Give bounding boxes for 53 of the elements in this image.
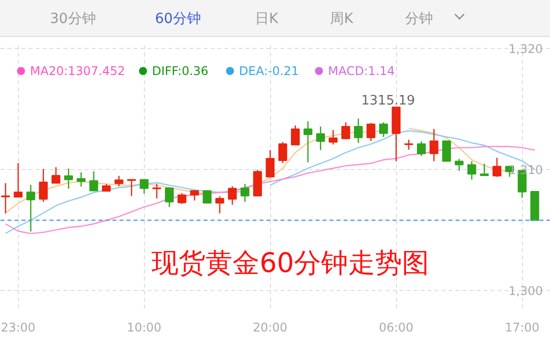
- text: 分钟: [405, 10, 433, 29]
- text: 现货黄金60分钟走势图: [152, 248, 430, 279]
- candlestick: [379, 122, 388, 138]
- candlestick: [328, 129, 338, 146]
- candlestick: [430, 128, 438, 162]
- annotation: DEA:-0.21: [239, 63, 299, 80]
- candlestick: [52, 166, 60, 184]
- candlestick: [467, 160, 476, 180]
- candlestick: [202, 190, 212, 204]
- candlestick: [354, 118, 363, 144]
- candlestick: [89, 170, 98, 192]
- candlestick: [228, 186, 237, 206]
- candlestick: [304, 120, 312, 163]
- candlestick: [240, 183, 250, 202]
- candlestick: [454, 158, 464, 172]
- y-tick-label: 1,320: [508, 42, 543, 56]
- text: 60分钟: [155, 10, 201, 29]
- annotation: DIFF:0.36: [152, 63, 208, 80]
- candlestick: [341, 122, 350, 140]
- candlestick: [480, 163, 489, 176]
- candlestick: [26, 184, 36, 232]
- candlestick: [38, 168, 48, 202]
- x-tick-label: 17:00: [504, 320, 540, 334]
- candlestick: [164, 186, 174, 208]
- x-tick-label: 20:00: [252, 320, 288, 334]
- candlestick: [492, 157, 502, 178]
- candlestick: [442, 140, 451, 162]
- candlestick: [416, 140, 426, 157]
- candlestick: [140, 178, 149, 194]
- candlestick: [1, 182, 10, 214]
- candlestick: [366, 122, 376, 142]
- candlestick: [76, 172, 86, 188]
- candlestick: [114, 175, 124, 187]
- candlestick: [290, 124, 300, 146]
- text: 日K: [255, 10, 278, 29]
- text: 周K: [330, 10, 354, 29]
- candlestick: [190, 190, 199, 202]
- text: 30分钟: [50, 10, 96, 29]
- candlestick: [64, 168, 73, 190]
- annotation: 1315.19: [361, 94, 416, 109]
- candlestick: [278, 142, 288, 164]
- x-tick-label: 10:00: [126, 320, 162, 334]
- candlestick: [316, 126, 325, 151]
- candlestick: [14, 162, 23, 198]
- annotation: MACD:1.14: [328, 63, 395, 80]
- candlestick: [178, 192, 186, 205]
- x-tick-label: 23:00: [0, 320, 36, 334]
- candlestick: [127, 178, 136, 197]
- candlestick: [266, 150, 275, 178]
- candlestick: [215, 196, 224, 214]
- annotation: MA20:1307.452: [30, 63, 126, 80]
- y-tick-label: 1,300: [508, 284, 543, 298]
- x-tick-label: 06:00: [378, 320, 414, 334]
